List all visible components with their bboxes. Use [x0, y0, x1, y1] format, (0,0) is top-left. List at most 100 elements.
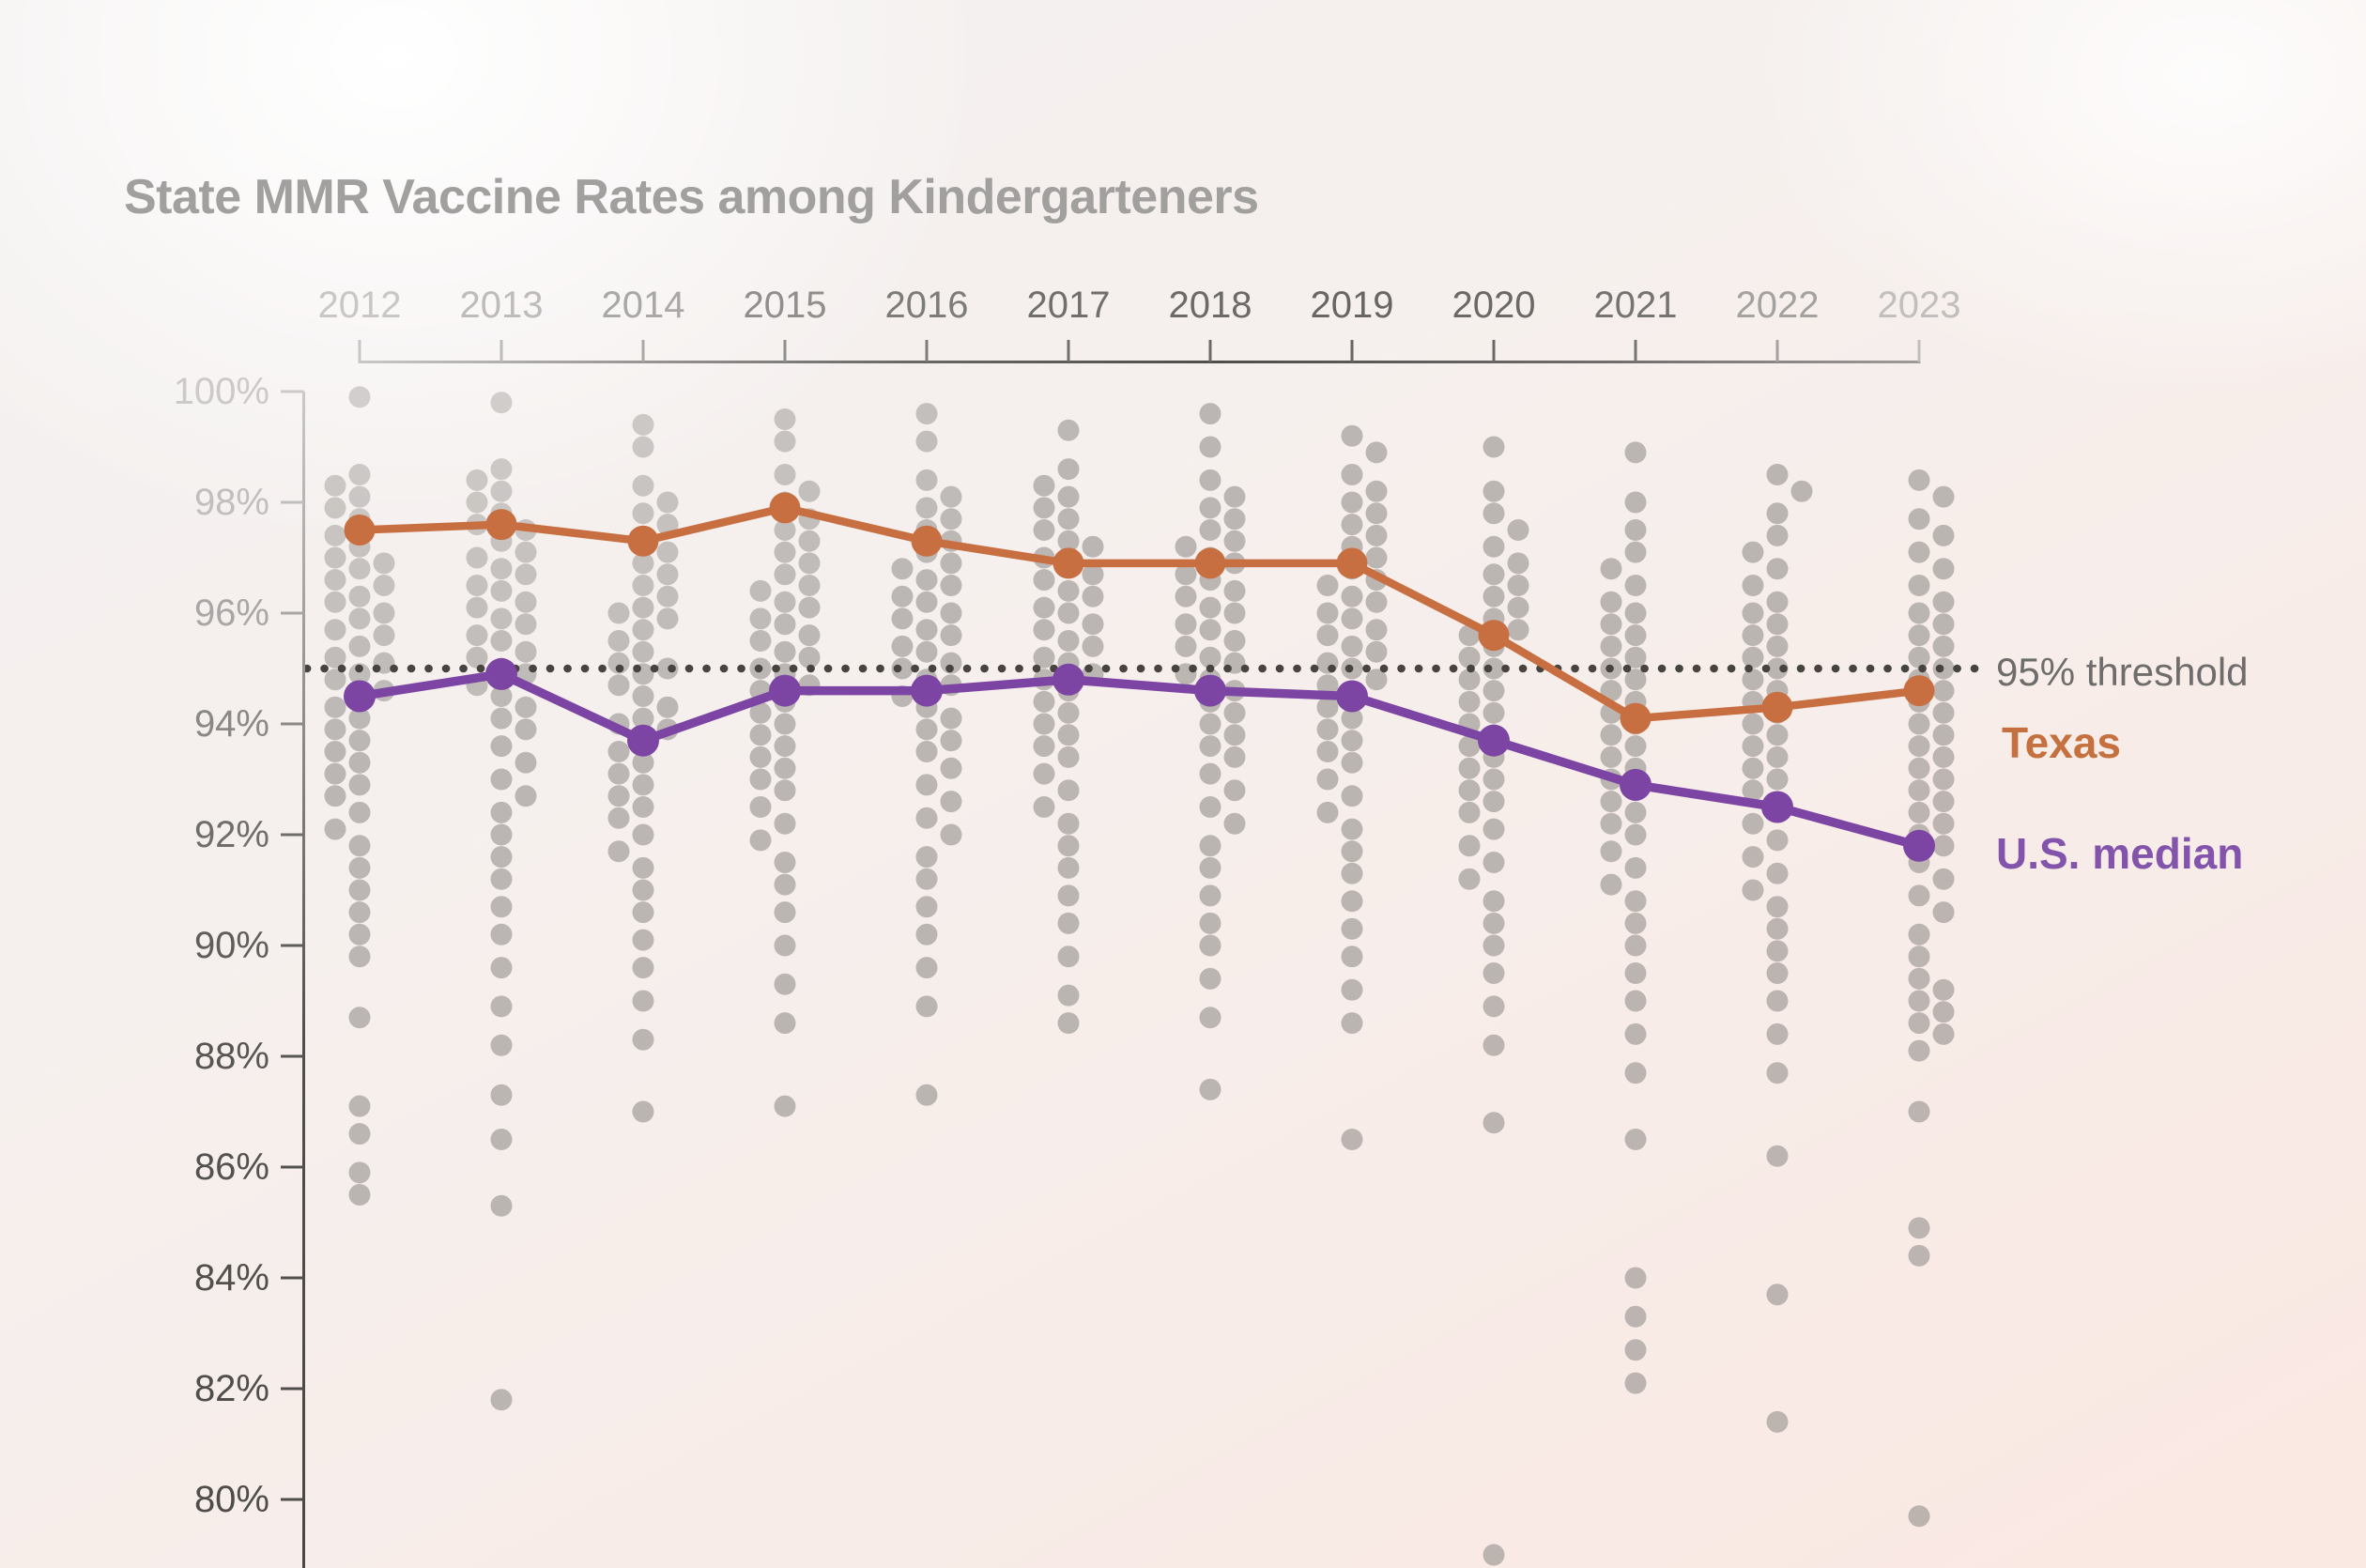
state-dot: [1365, 480, 1388, 502]
texas-marker: [1194, 547, 1226, 579]
state-dot: [1624, 1372, 1647, 1394]
state-dot: [632, 707, 654, 730]
state-dot: [1057, 602, 1080, 624]
state-dot: [1057, 579, 1080, 602]
state-dot: [915, 741, 938, 762]
x-tick-label: 2020: [1452, 284, 1536, 326]
state-dot: [1483, 701, 1505, 724]
state-dot: [656, 657, 679, 680]
texas-marker: [344, 515, 376, 546]
state-dot: [915, 846, 938, 869]
state-dot: [1223, 579, 1246, 602]
state-dot: [1199, 835, 1221, 857]
state-dot: [1932, 835, 1955, 857]
state-dot: [1908, 575, 1930, 596]
state-dot: [940, 575, 962, 596]
state-dot: [466, 546, 488, 569]
state-dot: [1483, 791, 1505, 813]
state-dot: [632, 856, 654, 879]
state-dot: [1766, 558, 1789, 580]
us-median-line: [355, 669, 1924, 851]
state-dot: [515, 696, 537, 718]
state-dot: [1766, 940, 1789, 962]
state-dot: [1033, 690, 1055, 713]
us-median-marker: [1336, 680, 1368, 713]
state-dot: [1624, 890, 1647, 913]
state-dot: [1932, 768, 1955, 791]
state-dot: [1932, 812, 1955, 835]
state-dot: [515, 640, 537, 663]
state-dot: [1033, 519, 1055, 541]
state-dot: [1458, 669, 1481, 691]
state-dot: [656, 541, 679, 563]
state-dot: [1766, 724, 1789, 746]
state-dot: [1057, 1012, 1080, 1035]
state-dot: [1223, 701, 1246, 724]
state-dot: [774, 541, 796, 563]
state-dot: [798, 646, 821, 669]
state-dot: [1932, 558, 1955, 580]
state-dot: [774, 613, 796, 636]
state-dot: [915, 591, 938, 613]
x-tick-label: 2022: [1736, 284, 1820, 326]
state-dot: [632, 575, 654, 596]
state-dot: [1624, 669, 1647, 691]
x-tick-label: 2012: [318, 284, 402, 326]
state-dot: [632, 413, 654, 436]
texas-marker: [1620, 702, 1652, 734]
state-dot: [891, 635, 914, 657]
state-dot: [324, 524, 346, 546]
state-dot: [1057, 701, 1080, 724]
state-dot: [607, 652, 630, 674]
state-dot: [1483, 852, 1505, 873]
state-dot: [1223, 779, 1246, 802]
state-dot: [632, 596, 654, 619]
state-dot: [1766, 1410, 1789, 1433]
state-dot: [749, 829, 772, 852]
x-tick-label: 2014: [602, 284, 685, 326]
state-dot: [1316, 718, 1339, 741]
state-dot: [324, 669, 346, 691]
state-dot: [1624, 735, 1647, 758]
state-dot: [1932, 701, 1955, 724]
state-dot: [1908, 602, 1930, 624]
x-tick-label: 2023: [1878, 284, 1961, 326]
state-dot: [1199, 619, 1221, 641]
state-dot: [1624, 1022, 1647, 1045]
state-dot: [940, 730, 962, 752]
y-tick-label: 96%: [194, 592, 269, 634]
state-dot: [348, 923, 371, 945]
state-dot: [656, 607, 679, 630]
state-dot: [1742, 575, 1764, 596]
state-dot: [1223, 508, 1246, 530]
state-dot: [774, 852, 796, 873]
y-tick-label: 86%: [194, 1146, 269, 1188]
y-tick-label: 84%: [194, 1257, 269, 1299]
state-dot: [466, 624, 488, 647]
state-dot: [774, 757, 796, 779]
state-dot: [1766, 896, 1789, 918]
state-dot: [774, 430, 796, 453]
us-median-marker: [1761, 791, 1793, 823]
state-dot: [1908, 1039, 1930, 1062]
state-dot: [1766, 1062, 1789, 1084]
us-median-marker: [1052, 663, 1084, 696]
state-dot: [1742, 669, 1764, 691]
state-dot: [348, 1184, 371, 1206]
state-dot: [1483, 1544, 1505, 1566]
state-dot: [466, 491, 488, 514]
state-dot: [1624, 1339, 1647, 1361]
state-dot: [1316, 696, 1339, 718]
state-dot: [632, 436, 654, 458]
state-dot: [940, 508, 962, 530]
state-dot: [1057, 530, 1080, 552]
state-dot: [774, 408, 796, 430]
state-dot: [1742, 713, 1764, 735]
y-tick-label: 98%: [194, 482, 269, 523]
state-dot: [1458, 868, 1481, 890]
state-dot: [656, 696, 679, 718]
texas-marker: [1761, 691, 1793, 723]
state-dot: [1932, 1001, 1955, 1023]
state-dot: [515, 751, 537, 774]
state-dot: [1742, 846, 1764, 869]
